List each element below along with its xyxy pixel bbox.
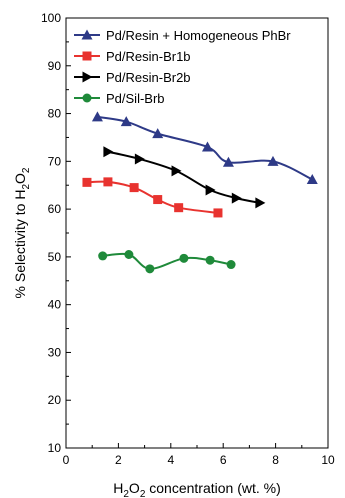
series-line <box>107 150 261 204</box>
x-axis-label: H2O2​ concentration (wt. %) <box>113 480 281 498</box>
y-tick-label: 90 <box>48 59 62 73</box>
data-point <box>201 141 213 152</box>
data-point <box>103 146 114 158</box>
y-tick-label: 20 <box>48 393 62 407</box>
series-4 <box>98 250 236 274</box>
legend-label: Pd/Resin-Br1b <box>106 49 191 64</box>
data-point <box>222 156 234 167</box>
x-tick-label: 2 <box>115 453 122 467</box>
x-tick-label: 8 <box>272 453 279 467</box>
y-tick-label: 60 <box>48 202 62 216</box>
data-point <box>213 208 223 218</box>
y-tick-label: 40 <box>48 298 62 312</box>
data-point <box>255 197 266 209</box>
series-3 <box>103 146 266 209</box>
legend-marker <box>81 29 93 40</box>
data-point <box>171 165 182 177</box>
data-point <box>129 183 139 193</box>
series-1 <box>91 111 318 184</box>
data-point <box>231 192 242 204</box>
axis-ticks: 0 2 4 6 8 10 10 20 30 40 50 60 70 80 90 100 <box>41 11 335 467</box>
series-2 <box>82 177 223 218</box>
data-point <box>205 255 215 265</box>
data-point <box>91 111 103 122</box>
data-point <box>134 153 145 165</box>
legend-label: Pd/Resin + Homogeneous PhBr <box>106 28 291 43</box>
data-point <box>267 155 279 166</box>
data-point <box>174 203 184 213</box>
y-tick-label: 10 <box>48 441 62 455</box>
x-tick-label: 6 <box>220 453 227 467</box>
data-point <box>82 177 92 187</box>
data-point <box>103 177 113 187</box>
legend-label: Pd/Sil-Brb <box>106 91 165 106</box>
legend-entry: Pd/Resin-Br2b <box>74 70 191 85</box>
legend-entry: Pd/Resin + Homogeneous PhBr <box>74 28 291 43</box>
legend-label: Pd/Resin-Br2b <box>106 70 191 85</box>
data-point <box>205 184 216 196</box>
y-tick-label: 80 <box>48 107 62 121</box>
y-tick-label: 70 <box>48 154 62 168</box>
y-tick-label: 50 <box>48 250 62 264</box>
y-tick-label: 100 <box>41 11 61 25</box>
data-point <box>152 128 164 139</box>
legend-marker <box>82 93 92 103</box>
data-point <box>306 173 318 184</box>
legend-marker <box>82 71 93 83</box>
legend-entry: Pd/Sil-Brb <box>74 91 165 106</box>
x-tick-label: 4 <box>167 453 174 467</box>
legend-marker <box>82 51 92 61</box>
y-axis-label: % Selectivity to H2O2​ <box>12 167 32 298</box>
y-tick-label: 30 <box>48 345 62 359</box>
series-layer <box>82 111 318 274</box>
data-point <box>120 116 132 127</box>
data-point <box>98 251 108 261</box>
x-tick-label: 0 <box>63 453 70 467</box>
legend: Pd/Resin + Homogeneous PhBr Pd/Resin-Br1b… <box>74 28 291 106</box>
data-point <box>124 250 134 259</box>
data-point <box>153 195 163 205</box>
data-point <box>226 260 236 270</box>
legend-entry: Pd/Resin-Br1b <box>74 49 191 64</box>
data-point <box>145 264 155 274</box>
x-tick-label: 10 <box>321 453 335 467</box>
data-point <box>179 253 189 263</box>
